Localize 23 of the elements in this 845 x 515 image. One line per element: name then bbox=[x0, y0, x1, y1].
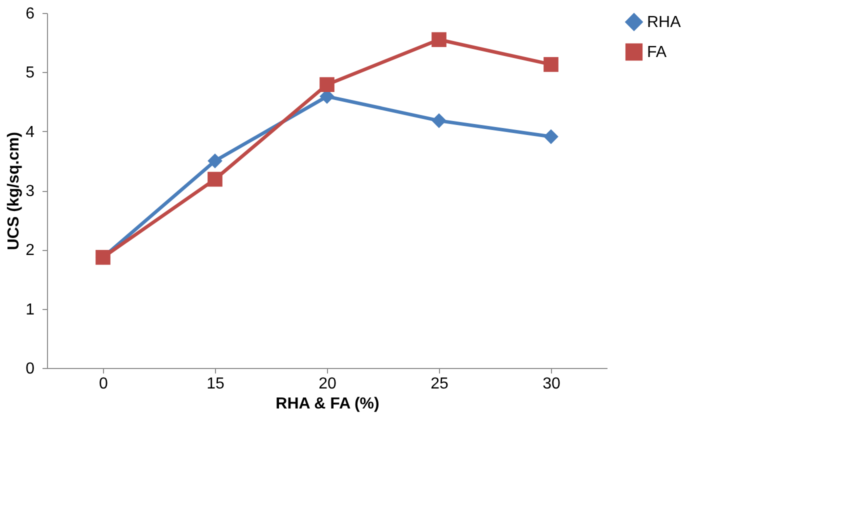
x-tick-label: 15 bbox=[206, 376, 224, 392]
y-tick-label: 3 bbox=[26, 183, 35, 200]
legend-label: RHA bbox=[647, 14, 682, 31]
point bbox=[208, 172, 222, 187]
y-tick-label: 2 bbox=[26, 242, 35, 260]
x-axis-title: RHA & FA (%) bbox=[276, 396, 380, 412]
point bbox=[544, 129, 558, 144]
y-tick-label: 1 bbox=[26, 301, 35, 318]
y-tick-label: 4 bbox=[26, 124, 35, 141]
x-tick-label: 0 bbox=[99, 376, 108, 392]
x-tick-label: 25 bbox=[430, 376, 448, 392]
y-axis-title: UCS (kg/sq.cm) bbox=[6, 132, 23, 250]
y-tick-label: 0 bbox=[26, 360, 35, 378]
point bbox=[544, 57, 558, 72]
y-tick-label: 6 bbox=[26, 6, 35, 22]
x-tick-label: 20 bbox=[318, 376, 336, 392]
x-tick-label: 30 bbox=[542, 376, 560, 392]
legend-label: FA bbox=[647, 44, 667, 61]
point bbox=[432, 113, 446, 128]
y-tick-label: 5 bbox=[26, 64, 35, 82]
point bbox=[432, 32, 446, 48]
point bbox=[320, 77, 334, 92]
point bbox=[208, 154, 222, 168]
